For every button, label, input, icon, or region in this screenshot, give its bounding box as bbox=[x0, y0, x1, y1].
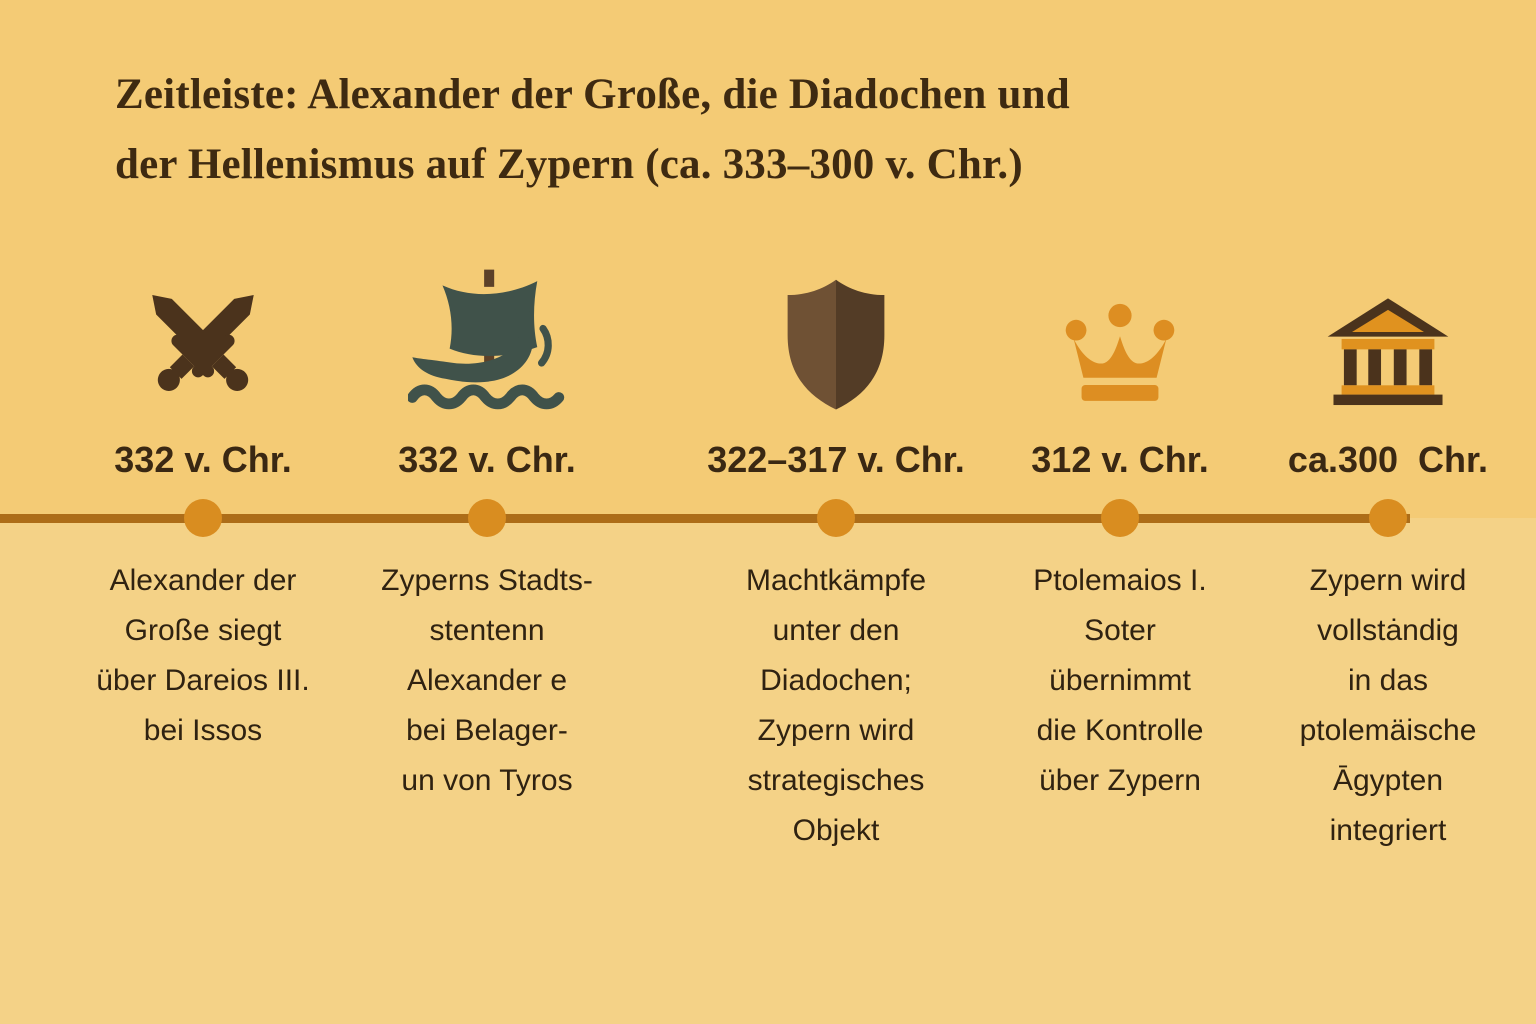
temple-icon bbox=[1327, 298, 1449, 406]
crossed-swords-icon bbox=[152, 295, 254, 391]
sailing-ship-icon bbox=[408, 269, 565, 410]
icon-box bbox=[327, 262, 647, 412]
timeline-axis bbox=[0, 514, 1410, 523]
crown-icon bbox=[1065, 303, 1175, 401]
timeline-event-ptolemaios: 312 v. Chr. bbox=[960, 262, 1280, 482]
event-description: Ptolemaios I. Soter übernimmt die Kontro… bbox=[1033, 564, 1207, 797]
icon-box bbox=[960, 262, 1280, 412]
icon-box bbox=[676, 262, 996, 412]
background-bottom-band bbox=[0, 518, 1536, 1024]
timeline-event-diadochen: 322–317 v. Chr. bbox=[676, 262, 996, 482]
timeline-event-aegypten: ca.300 Chr. bbox=[1228, 262, 1536, 482]
event-description: Zypern wird vollstȧndig in das ptolemäis… bbox=[1299, 564, 1477, 847]
timeline-node bbox=[1101, 499, 1139, 537]
event-description: Zyperns Stadts- stentenn Alexander e bei… bbox=[381, 564, 593, 797]
timeline-node bbox=[817, 499, 855, 537]
icon-box bbox=[1228, 262, 1536, 412]
timeline-node bbox=[468, 499, 506, 537]
event-date: 332 v. Chr. bbox=[114, 439, 292, 480]
event-description: Machtkämpfe unter den Diadochen; Zypern … bbox=[745, 564, 927, 847]
icon-box bbox=[43, 262, 363, 412]
page-title: Zeitleiste: Alexander der Große, die Dia… bbox=[115, 71, 1070, 188]
timeline-event-tyros: 332 v. Chr. bbox=[327, 262, 647, 482]
timeline-event-issos: 332 v. Chr. bbox=[43, 262, 363, 482]
event-date: 322–317 v. Chr. bbox=[707, 439, 965, 480]
timeline-node bbox=[184, 499, 222, 537]
event-date: 332 v. Chr. bbox=[398, 439, 576, 480]
shield-icon bbox=[787, 279, 885, 410]
timeline-node bbox=[1369, 499, 1407, 537]
event-date: 312 v. Chr. bbox=[1031, 439, 1209, 480]
event-date: ca.300 Chr. bbox=[1287, 439, 1489, 480]
event-description: Alexander der Große siegt über Dareios I… bbox=[96, 564, 310, 747]
